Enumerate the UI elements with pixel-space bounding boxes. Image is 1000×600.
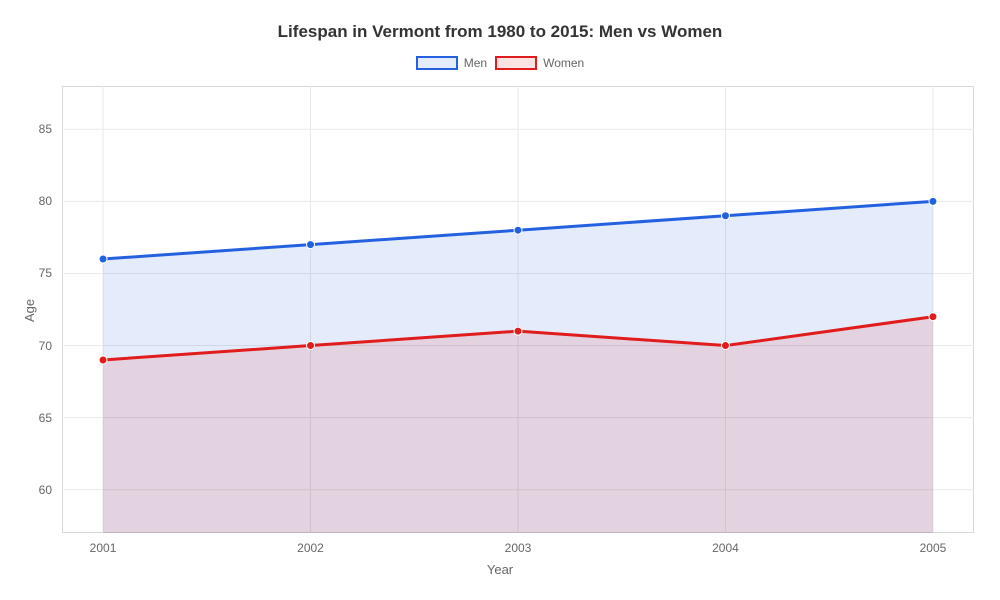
x-tick-label: 2005 [920,541,947,555]
data-point[interactable] [721,212,729,220]
x-axis-label: Year [0,562,1000,577]
data-point[interactable] [929,313,937,321]
y-axis-label: Age [22,299,37,322]
legend-swatch [495,56,537,70]
data-point[interactable] [99,356,107,364]
chart-title: Lifespan in Vermont from 1980 to 2015: M… [0,22,1000,42]
legend-item[interactable]: Women [495,56,584,70]
data-point[interactable] [514,226,522,234]
x-tick-label: 2002 [297,541,324,555]
legend-label: Women [543,56,584,70]
x-tick-label: 2003 [505,541,532,555]
y-tick-label: 80 [30,194,52,208]
data-point[interactable] [514,327,522,335]
y-tick-label: 75 [30,266,52,280]
legend-item[interactable]: Men [416,56,487,70]
legend-swatch [416,56,458,70]
data-point[interactable] [99,255,107,263]
legend: Men Women [0,56,1000,70]
y-tick-label: 85 [30,122,52,136]
y-tick-label: 70 [30,339,52,353]
plot-area [62,86,974,533]
legend-label: Men [464,56,487,70]
data-point[interactable] [929,197,937,205]
x-tick-label: 2001 [90,541,117,555]
chart-container: Lifespan in Vermont from 1980 to 2015: M… [0,0,1000,600]
data-point[interactable] [307,241,315,249]
y-tick-label: 65 [30,411,52,425]
y-tick-label: 60 [30,483,52,497]
data-point[interactable] [307,342,315,350]
data-point[interactable] [721,342,729,350]
x-tick-label: 2004 [712,541,739,555]
